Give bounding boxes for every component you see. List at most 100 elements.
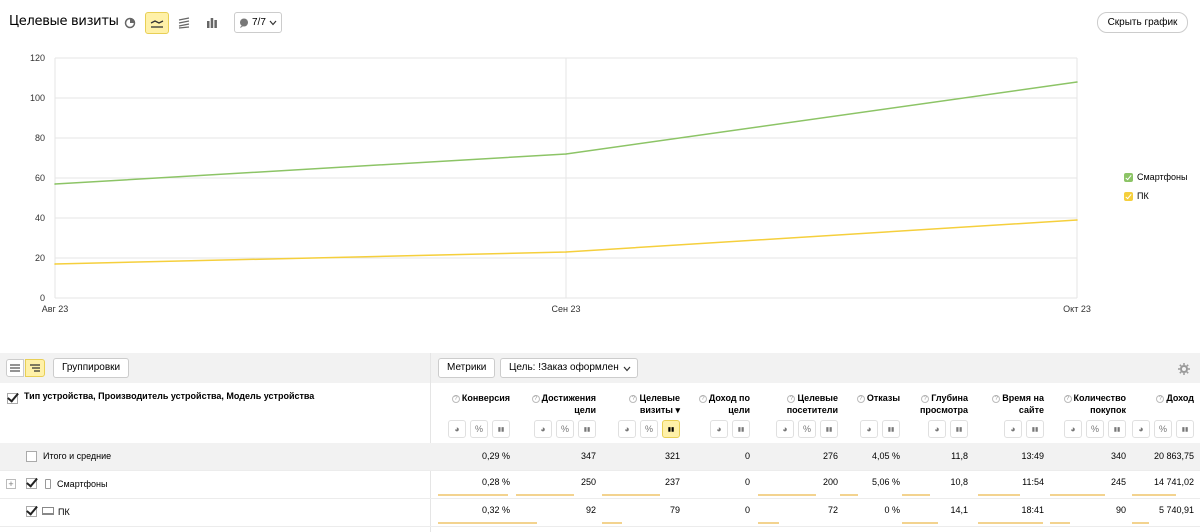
help-icon[interactable]: ? bbox=[787, 395, 796, 403]
legend-item-smartphones[interactable]: Смартфоны bbox=[1124, 172, 1187, 182]
help-icon[interactable]: ? bbox=[698, 395, 707, 403]
bar-view-icon[interactable]: ▮▮ bbox=[578, 420, 596, 438]
row-label: ПК bbox=[58, 507, 70, 517]
series-count-label: 7/7 bbox=[252, 17, 266, 28]
table-row[interactable]: + Смартфоны 0,28 % 250 237 0 200 5,06 % 10,8 11:5… bbox=[0, 471, 1200, 499]
column-header[interactable]: ? Время на сайте bbox=[978, 392, 1044, 416]
data-point bbox=[1076, 81, 1078, 83]
totals-row[interactable]: Итого и средние 0,29 % 347 321 0 276 4,05 % 11,… bbox=[0, 443, 1200, 471]
legend-checkbox-icon bbox=[1124, 191, 1133, 201]
goal-dropdown[interactable]: Цель: !Заказ оформлен bbox=[500, 358, 638, 378]
line-chart-toggle[interactable] bbox=[145, 12, 169, 34]
line-chart: 0 20 40 60 80 100 120 Авг 23 Сен 23 Окт 23 bbox=[30, 53, 1091, 314]
pie-view-icon[interactable]: ◕ bbox=[928, 420, 946, 438]
column-header[interactable]: ? Конверсия bbox=[438, 392, 510, 404]
pct-view-icon[interactable]: % bbox=[556, 420, 574, 438]
row-checkbox[interactable] bbox=[26, 451, 37, 462]
help-icon[interactable]: ? bbox=[531, 395, 540, 403]
metrics-button[interactable]: Метрики bbox=[438, 358, 496, 378]
legend-label: Смартфоны bbox=[1137, 172, 1188, 182]
bar-view-icon[interactable]: ▮▮ bbox=[732, 420, 750, 438]
cell-value: 321 bbox=[664, 451, 680, 461]
help-icon[interactable]: ? bbox=[921, 395, 930, 403]
help-icon[interactable]: ? bbox=[856, 395, 865, 403]
tree-view-toggle[interactable] bbox=[25, 359, 45, 377]
pct-view-icon[interactable]: % bbox=[798, 420, 816, 438]
share-bar bbox=[602, 522, 622, 524]
y-tick-label: 60 bbox=[35, 173, 45, 183]
column-header[interactable]: ? Целевые посетители bbox=[758, 392, 838, 416]
series-count-dropdown[interactable]: 7/7 bbox=[234, 12, 282, 33]
column-header[interactable]: ? Доход bbox=[1132, 392, 1194, 404]
share-bar bbox=[1132, 522, 1150, 524]
hide-chart-button[interactable]: Скрыть график bbox=[1097, 12, 1188, 33]
cell-value: 11:54 bbox=[1022, 477, 1044, 487]
groupings-button[interactable]: Группировки bbox=[53, 358, 130, 378]
tree-icon bbox=[30, 364, 40, 372]
cell-value: 72 bbox=[827, 505, 838, 515]
column-header-label: Целевые визиты ▾ bbox=[639, 393, 680, 415]
pct-view-icon[interactable]: % bbox=[1154, 420, 1172, 438]
cell-value: 0,32 % bbox=[481, 505, 510, 515]
help-icon[interactable]: ? bbox=[992, 395, 1001, 403]
pie-view-icon[interactable]: ◕ bbox=[448, 420, 466, 438]
cell-value: 4,05 % bbox=[871, 451, 900, 461]
bar-view-icon[interactable]: ▮▮ bbox=[820, 420, 838, 438]
column-header-label: Время на сайте bbox=[1002, 393, 1044, 415]
share-bar bbox=[978, 494, 1020, 496]
table-row[interactable]: ПК 0,32 % 92 79 0 72 0 % 14,1 18:41 90 5 740,91 bbox=[0, 499, 1200, 527]
area-chart-toggle[interactable] bbox=[172, 12, 196, 34]
pie-chart-toggle[interactable] bbox=[118, 12, 142, 34]
data-point bbox=[565, 251, 567, 253]
pct-view-icon[interactable]: % bbox=[640, 420, 658, 438]
column-header[interactable]: ? Достижения цели bbox=[516, 392, 596, 416]
dimension-header[interactable]: Тип устройства, Производитель устройства… bbox=[24, 391, 315, 401]
chevron-down-icon bbox=[269, 20, 277, 25]
column-header[interactable]: ? Отказы bbox=[840, 392, 900, 404]
pie-view-icon[interactable]: ◕ bbox=[1064, 420, 1082, 438]
bar-view-icon[interactable]: ▮▮ bbox=[1108, 420, 1126, 438]
bar-view-icon[interactable]: ▮▮ bbox=[950, 420, 968, 438]
pie-chart-icon bbox=[124, 17, 136, 29]
row-checkbox[interactable] bbox=[26, 478, 37, 489]
pie-view-icon[interactable]: ◕ bbox=[1004, 420, 1022, 438]
pie-view-icon[interactable]: ◕ bbox=[776, 420, 794, 438]
pie-view-icon[interactable]: ◕ bbox=[534, 420, 552, 438]
bar-view-icon[interactable]: ▮▮ bbox=[1026, 420, 1044, 438]
legend-checkbox-icon bbox=[1124, 172, 1133, 182]
help-icon[interactable]: ? bbox=[1063, 395, 1072, 403]
column-header[interactable]: ? Целевые визиты ▾ bbox=[602, 392, 680, 416]
row-divider bbox=[0, 470, 1200, 471]
pie-view-icon[interactable]: ◕ bbox=[860, 420, 878, 438]
expand-icon[interactable]: + bbox=[6, 479, 16, 489]
bar-view-icon[interactable]: ▮▮ bbox=[492, 420, 510, 438]
row-divider bbox=[0, 498, 1200, 499]
gear-icon[interactable] bbox=[1178, 363, 1190, 375]
select-all-checkbox[interactable] bbox=[7, 393, 18, 404]
help-icon[interactable]: ? bbox=[1156, 395, 1165, 403]
column-header[interactable]: ? Доход по цели bbox=[682, 392, 750, 416]
pct-view-icon[interactable]: % bbox=[470, 420, 488, 438]
column-header[interactable]: ? Глубина просмотра bbox=[902, 392, 968, 416]
cell-value: 20 863,75 bbox=[1153, 451, 1194, 461]
comment-icon bbox=[240, 18, 248, 28]
bar-view-icon[interactable]: ▮▮ bbox=[1176, 420, 1194, 438]
goal-label: Цель: !Заказ оформлен bbox=[509, 362, 619, 373]
cell-value: 0 % bbox=[884, 505, 900, 515]
pie-view-icon[interactable]: ◕ bbox=[710, 420, 728, 438]
bar-chart-toggle[interactable] bbox=[200, 12, 224, 34]
data-point bbox=[1076, 219, 1078, 221]
bar-view-icon[interactable]: ▮▮ bbox=[662, 420, 680, 438]
column-header-label: Количество покупок bbox=[1073, 393, 1126, 415]
help-icon[interactable]: ? bbox=[451, 395, 460, 403]
legend-item-pc[interactable]: ПК bbox=[1124, 191, 1149, 201]
bar-view-icon[interactable]: ▮▮ bbox=[882, 420, 900, 438]
row-checkbox[interactable] bbox=[26, 506, 37, 517]
pie-view-icon[interactable]: ◕ bbox=[618, 420, 636, 438]
list-view-toggle[interactable] bbox=[6, 359, 24, 377]
pct-view-icon[interactable]: % bbox=[1086, 420, 1104, 438]
cell-value: 250 bbox=[580, 477, 596, 487]
help-icon[interactable]: ? bbox=[629, 395, 638, 403]
column-header[interactable]: ? Количество покупок bbox=[1050, 392, 1126, 416]
pie-view-icon[interactable]: ◕ bbox=[1132, 420, 1150, 438]
